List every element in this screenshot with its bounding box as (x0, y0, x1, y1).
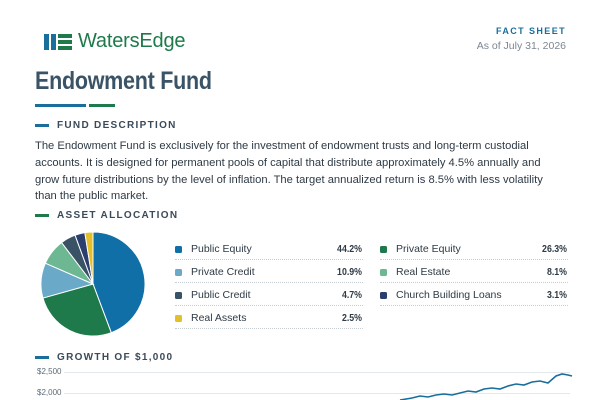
allocation-value: 8.1% (546, 267, 567, 278)
section-dash (35, 214, 49, 217)
section-dash (35, 124, 49, 127)
growth-series-line (399, 373, 573, 400)
allocation-pie-chart (40, 231, 146, 337)
pie-slice-real-assets (84, 231, 94, 285)
y-tick-label: $2,000 (37, 388, 62, 397)
allocation-item-real-estate: Real Estate (380, 266, 450, 278)
allocation-item-public-credit: Public Credit (175, 289, 251, 301)
allocation-value: 2.5% (341, 313, 362, 324)
allocation-item-real-assets: Real Assets (175, 312, 246, 324)
allocation-name: Real Assets (191, 312, 247, 324)
as-of-date: As of July 31, 2026 (476, 40, 566, 52)
section-dash (35, 356, 49, 359)
allocation-value: 4.7% (341, 290, 362, 301)
fund-description-text: The Endowment Fund is exclusively for th… (35, 138, 575, 205)
legend-swatch (380, 268, 387, 276)
legend-swatch (175, 268, 182, 276)
allocation-item-private-equity: Private Equity (380, 243, 461, 255)
allocation-item-public-equity: Public Equity (175, 243, 252, 255)
pie-slice-public-equity (92, 231, 146, 334)
y-tick-label: $2,500 (37, 367, 62, 376)
allocation-name: Church Building Loans (396, 289, 502, 301)
brand-name: WatersEdge (78, 30, 186, 52)
section-label: ASSET ALLOCATION (57, 210, 179, 221)
gridline (64, 372, 570, 373)
fund-description-heading: FUND DESCRIPTION (35, 120, 177, 131)
legend-swatch (380, 245, 387, 253)
allocation-value: 26.3% (542, 244, 567, 255)
allocation-name: Public Credit (191, 289, 251, 301)
growth-line-chart (399, 373, 573, 400)
legend-swatch (175, 245, 182, 253)
legend-swatch (175, 291, 182, 299)
growth-heading: GROWTH OF $1,000 (35, 352, 173, 363)
allocation-name: Public Equity (191, 243, 252, 255)
description-line: than the public market. (35, 190, 149, 203)
waves-logo-icon (44, 33, 72, 50)
pie-slice-private-equity (42, 283, 112, 337)
fact-sheet-header: FACT SHEET As of July 31, 2026 (477, 26, 566, 52)
allocation-name: Private Credit (191, 266, 255, 278)
section-label: FUND DESCRIPTION (57, 120, 177, 131)
allocation-name: Private Equity (396, 243, 461, 255)
allocation-value: 10.9% (337, 267, 362, 278)
allocation-item-private-credit: Private Credit (175, 266, 255, 278)
allocation-name: Real Estate (396, 266, 451, 278)
fact-sheet-label: FACT SHEET (495, 26, 566, 36)
gridline (64, 393, 570, 394)
allocation-item-church-building-loans: Church Building Loans (380, 289, 502, 301)
legend-swatch (175, 314, 182, 322)
description-line: accounts. It is designed for permanent p… (35, 156, 541, 169)
legend-swatch (380, 291, 387, 299)
description-line: grow future distributions by the level o… (35, 173, 543, 186)
title-rule-green (89, 104, 115, 107)
section-label: GROWTH OF $1,000 (57, 352, 174, 363)
page-title: Endowment Fund (35, 67, 212, 95)
allocation-value: 3.1% (546, 290, 567, 301)
title-rule-blue (35, 104, 86, 107)
description-line: The Endowment Fund is exclusively for th… (35, 140, 529, 152)
asset-allocation-heading: ASSET ALLOCATION (35, 210, 178, 221)
allocation-value: 44.2% (337, 244, 362, 255)
brand-logo: WatersEdge (44, 30, 186, 53)
